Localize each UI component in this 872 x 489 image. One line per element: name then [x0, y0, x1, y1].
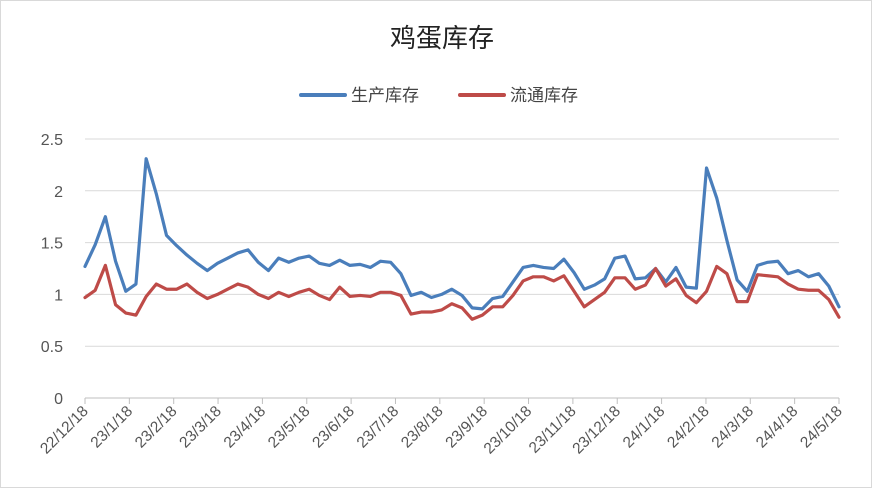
legend-label: 生产库存 — [351, 86, 419, 106]
y-axis-ticks: 0 0.5 1 1.5 2 2.5 — [41, 132, 63, 408]
x-tick-label: 23/1/18 — [88, 403, 137, 452]
x-tick-label: 23/3/18 — [176, 403, 225, 452]
x-tick-label: 23/2/18 — [132, 403, 181, 452]
x-tick-label: 24/1/18 — [620, 403, 669, 452]
x-tick-label: 22/12/18 — [37, 403, 92, 458]
y-tick-label: 0 — [54, 391, 63, 408]
x-tick-label: 24/2/18 — [664, 403, 713, 452]
y-tick-label: 0.5 — [41, 339, 63, 356]
x-axis: 22/12/1823/1/1823/2/1823/3/1823/4/1823/5… — [37, 398, 846, 457]
chart-title: 鸡蛋库存 — [390, 24, 494, 54]
legend-label: 流通库存 — [510, 86, 578, 106]
gridlines — [85, 138, 839, 399]
x-tick-label: 23/12/18 — [569, 403, 624, 458]
y-tick-label: 1.5 — [41, 236, 63, 253]
x-tick-label: 23/5/18 — [265, 403, 314, 452]
series-line — [83, 157, 841, 311]
series-lines — [83, 157, 841, 321]
x-tick-label: 23/7/18 — [354, 403, 403, 452]
y-tick-label: 2 — [54, 184, 63, 201]
x-tick-label: 24/3/18 — [709, 403, 758, 452]
y-tick-label: 2.5 — [41, 132, 63, 149]
legend: 生产库存 流通库存 — [299, 86, 578, 106]
x-tick-label: 24/5/18 — [797, 403, 846, 452]
x-tick-label: 24/4/18 — [753, 403, 802, 452]
x-tick-label: 23/8/18 — [398, 403, 447, 452]
x-tick-label: 23/6/18 — [309, 403, 358, 452]
x-tick-label: 23/10/18 — [481, 403, 536, 458]
x-tick-label: 23/4/18 — [221, 403, 270, 452]
y-tick-label: 1 — [54, 287, 63, 304]
series-line — [83, 263, 841, 321]
